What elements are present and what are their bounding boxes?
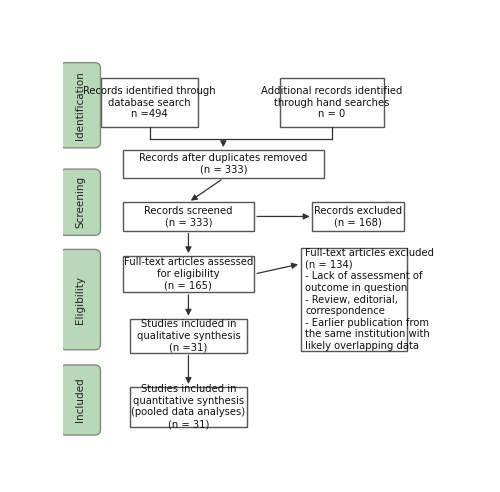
Text: Included: Included <box>75 378 85 422</box>
Text: Screening: Screening <box>75 176 85 228</box>
Text: Identification: Identification <box>75 71 85 140</box>
Text: Eligibility: Eligibility <box>75 276 85 324</box>
FancyBboxPatch shape <box>301 248 408 351</box>
Text: Records after duplicates removed
(n = 333): Records after duplicates removed (n = 33… <box>139 154 308 175</box>
FancyBboxPatch shape <box>130 387 246 427</box>
FancyBboxPatch shape <box>60 62 100 148</box>
FancyBboxPatch shape <box>312 202 404 231</box>
Text: Studies included in
quantitative synthesis
(pooled data analyses)
(n = 31): Studies included in quantitative synthes… <box>132 384 246 429</box>
Text: Records identified through
database search
n =494: Records identified through database sear… <box>84 86 216 119</box>
Text: Full-text articles assessed
for eligibility
(n = 165): Full-text articles assessed for eligibil… <box>124 257 253 291</box>
Text: Full-text articles excluded
(n = 134)
- Lack of assessment of
outcome in questio: Full-text articles excluded (n = 134) - … <box>306 248 434 351</box>
Text: Studies included in
qualitative synthesis
(n =31): Studies included in qualitative synthesi… <box>136 319 240 352</box>
FancyBboxPatch shape <box>280 78 384 127</box>
FancyBboxPatch shape <box>130 318 246 353</box>
FancyBboxPatch shape <box>122 150 324 179</box>
FancyBboxPatch shape <box>60 249 100 350</box>
FancyBboxPatch shape <box>60 169 100 235</box>
Text: Records screened
(n = 333): Records screened (n = 333) <box>144 206 233 227</box>
FancyBboxPatch shape <box>122 202 254 231</box>
Text: Records excluded
(n = 168): Records excluded (n = 168) <box>314 206 402 227</box>
FancyBboxPatch shape <box>101 78 198 127</box>
FancyBboxPatch shape <box>60 365 100 435</box>
Text: Additional records identified
through hand searches
n = 0: Additional records identified through ha… <box>261 86 402 119</box>
FancyBboxPatch shape <box>122 256 254 292</box>
